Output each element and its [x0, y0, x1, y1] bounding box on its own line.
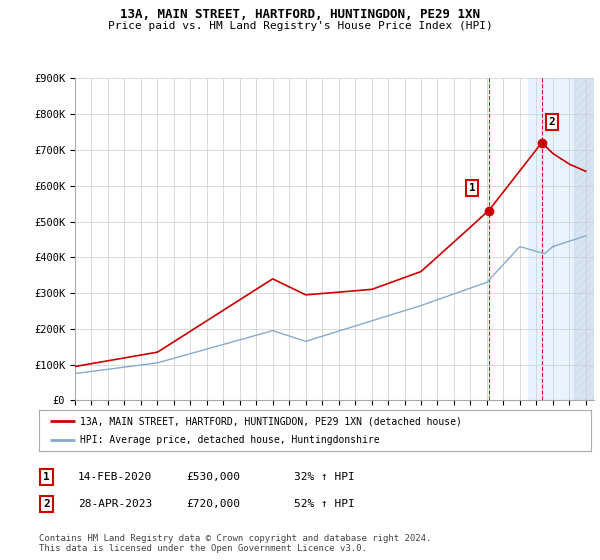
- Text: 1: 1: [43, 472, 50, 482]
- Text: 14-FEB-2020: 14-FEB-2020: [78, 472, 152, 482]
- Text: 32% ↑ HPI: 32% ↑ HPI: [294, 472, 355, 482]
- Bar: [528, 78, 594, 400]
- Text: 13A, MAIN STREET, HARTFORD, HUNTINGDON, PE29 1XN: 13A, MAIN STREET, HARTFORD, HUNTINGDON, …: [120, 8, 480, 21]
- Text: 2: 2: [43, 499, 50, 509]
- Text: 2: 2: [548, 117, 555, 127]
- Text: 1: 1: [469, 183, 476, 193]
- Text: 28-APR-2023: 28-APR-2023: [78, 499, 152, 509]
- Text: Price paid vs. HM Land Registry's House Price Index (HPI): Price paid vs. HM Land Registry's House …: [107, 21, 493, 31]
- Text: 13A, MAIN STREET, HARTFORD, HUNTINGDON, PE29 1XN (detached house): 13A, MAIN STREET, HARTFORD, HUNTINGDON, …: [80, 417, 462, 426]
- Text: Contains HM Land Registry data © Crown copyright and database right 2024.
This d: Contains HM Land Registry data © Crown c…: [39, 534, 431, 553]
- Text: HPI: Average price, detached house, Huntingdonshire: HPI: Average price, detached house, Hunt…: [80, 435, 380, 445]
- Text: £720,000: £720,000: [186, 499, 240, 509]
- Text: £530,000: £530,000: [186, 472, 240, 482]
- Text: 52% ↑ HPI: 52% ↑ HPI: [294, 499, 355, 509]
- Bar: [574, 78, 594, 400]
